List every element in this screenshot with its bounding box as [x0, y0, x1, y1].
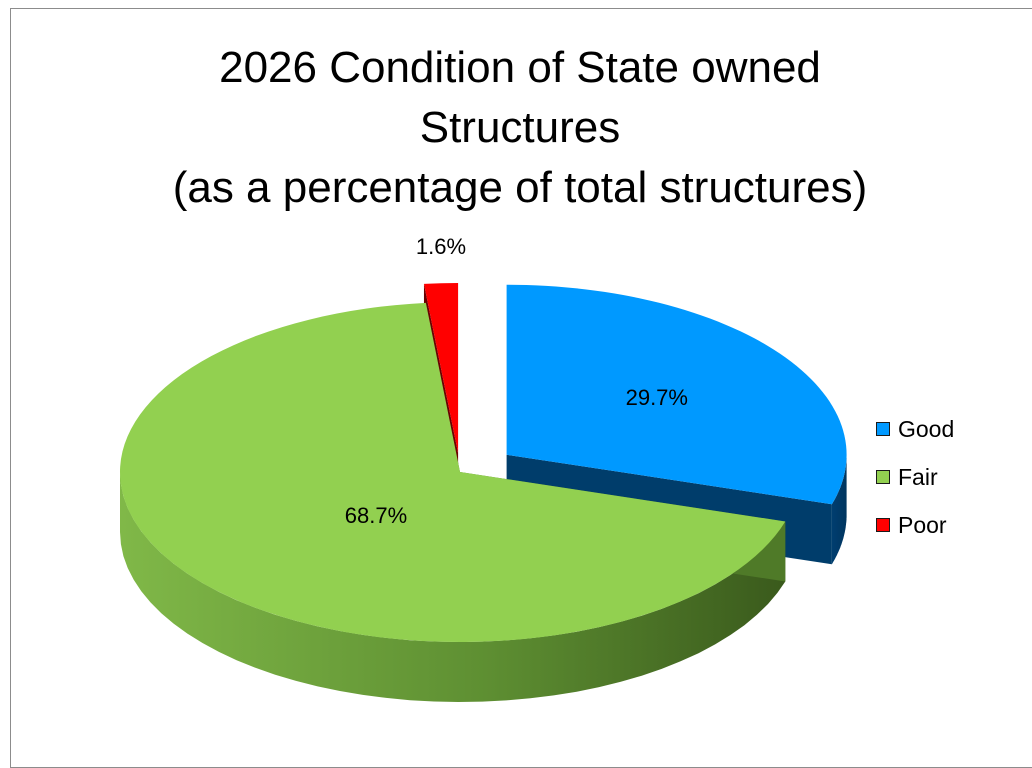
chart-title-line: 2026 Condition of State owned	[219, 43, 821, 92]
legend-label: Good	[898, 415, 955, 442]
data-label-fair: 68.7%	[345, 503, 407, 528]
legend-swatch	[876, 422, 890, 436]
pie-slice-poor	[423, 283, 459, 454]
legend-label: Poor	[898, 511, 947, 538]
pie-side-fair	[120, 472, 786, 702]
data-label-good: 29.7%	[626, 385, 688, 410]
legend-swatch	[876, 518, 890, 532]
legend-item-good: Good	[876, 405, 954, 453]
chart-title-line: Structures	[419, 103, 621, 152]
legend-item-fair: Fair	[876, 453, 954, 501]
chart-title-line: (as a percentage of total structures)	[172, 163, 868, 212]
pie-slice-fair	[120, 302, 786, 643]
legend: Good Fair Poor	[876, 405, 954, 549]
legend-label: Fair	[898, 463, 938, 490]
pie-side-good	[831, 454, 847, 565]
chart-title: 2026 Condition of State owned Structures…	[0, 38, 1032, 218]
data-label-poor: 1.6%	[416, 234, 466, 259]
legend-swatch	[876, 470, 890, 484]
pie-slice-good	[506, 284, 847, 505]
legend-item-poor: Poor	[876, 501, 954, 549]
